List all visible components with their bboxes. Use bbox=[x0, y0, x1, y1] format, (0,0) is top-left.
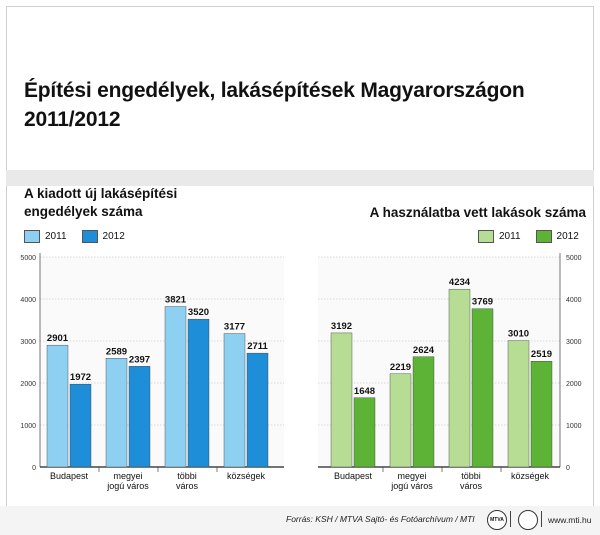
y-tick-label: 2000 bbox=[20, 381, 36, 388]
bar bbox=[246, 352, 269, 468]
data-label: 1972 bbox=[70, 372, 91, 383]
y-tick-label: 4000 bbox=[566, 297, 582, 304]
legend-swatch-2011 bbox=[478, 230, 494, 243]
charts-canvas: 0 1000 2000 3000 4000 5000 2901 1972 Budapest 258… bbox=[20, 253, 582, 491]
data-label: 2589 bbox=[106, 346, 127, 357]
data-label: 2711 bbox=[247, 341, 268, 352]
section-band bbox=[6, 170, 594, 186]
data-label: 4234 bbox=[449, 277, 471, 288]
legend-label-2011: 2011 bbox=[45, 231, 67, 242]
data-label: 2397 bbox=[129, 354, 150, 365]
y-tick-label: 3000 bbox=[20, 339, 36, 346]
x-tick-label: megyei bbox=[397, 471, 426, 481]
y-tick-label: 1000 bbox=[566, 423, 582, 430]
x-tick-label: város bbox=[176, 481, 199, 491]
bar bbox=[471, 308, 494, 468]
page-title: Építési engedélyek, lakásépítések Magyar… bbox=[24, 76, 525, 134]
legend-swatch-2012 bbox=[535, 230, 552, 243]
x-tick-label: jogú város bbox=[390, 481, 433, 491]
x-tick-label: jogú város bbox=[106, 481, 149, 491]
bar bbox=[507, 340, 530, 468]
bar bbox=[187, 318, 210, 468]
bar bbox=[128, 366, 151, 468]
legend-label-2012: 2012 bbox=[102, 231, 125, 242]
bar bbox=[389, 373, 412, 468]
data-label: 3769 bbox=[472, 297, 493, 308]
left-chart: 0 1000 2000 3000 4000 5000 2901 1972 Budapest 258… bbox=[20, 253, 284, 491]
left-chart-title: A kiadott új lakásépítési engedélyek szá… bbox=[24, 186, 178, 219]
right-legend: 2011 2012 bbox=[478, 230, 579, 243]
bar bbox=[530, 361, 553, 468]
x-tick-label: város bbox=[460, 481, 483, 491]
mtva-logo: MTVA bbox=[487, 510, 507, 530]
x-tick-label: községek bbox=[227, 471, 266, 481]
x-tick-label: Budapest bbox=[334, 471, 373, 481]
y-tick-label: 5000 bbox=[566, 255, 582, 262]
x-tick-label: megyei bbox=[113, 471, 142, 481]
bar bbox=[69, 383, 92, 468]
footer-separator bbox=[510, 511, 511, 527]
y-tick-label: 0 bbox=[566, 465, 570, 472]
source-text: Forrás: KSH / MTVA Sajtó- és Fotóarchívu… bbox=[286, 514, 475, 524]
data-label: 3177 bbox=[224, 322, 245, 333]
bar bbox=[223, 333, 246, 468]
bar bbox=[353, 397, 376, 468]
bar bbox=[105, 358, 128, 468]
footer-separator bbox=[541, 511, 542, 527]
right-chart: 0 1000 2000 3000 4000 5000 3192 1648 Budapest 221… bbox=[318, 253, 582, 491]
title-line-1: Építési engedélyek, lakásépítések Magyar… bbox=[24, 79, 525, 102]
x-tick-label: Budapest bbox=[50, 471, 89, 481]
x-tick-label: többi bbox=[461, 471, 481, 481]
left-legend: 2011 2012 bbox=[24, 230, 125, 243]
y-tick-label: 0 bbox=[32, 465, 36, 472]
y-tick-label: 2000 bbox=[566, 381, 582, 388]
x-tick-label: községek bbox=[511, 471, 550, 481]
bar bbox=[412, 356, 435, 468]
legend-swatch-2011 bbox=[24, 230, 40, 243]
url-text: www.mti.hu bbox=[548, 515, 592, 525]
right-chart-title: A használatba vett lakások száma bbox=[369, 205, 586, 220]
bar bbox=[164, 306, 187, 468]
data-label: 3520 bbox=[188, 307, 209, 318]
bar bbox=[330, 332, 353, 468]
data-label: 3192 bbox=[331, 321, 352, 332]
y-tick-label: 5000 bbox=[20, 255, 36, 262]
mti-logo-icon bbox=[518, 510, 538, 530]
data-label: 3821 bbox=[165, 295, 187, 306]
bar bbox=[46, 344, 69, 468]
legend-swatch-2012 bbox=[81, 230, 98, 243]
legend-label-2011: 2011 bbox=[499, 231, 521, 242]
x-tick-label: többi bbox=[177, 471, 197, 481]
y-tick-label: 3000 bbox=[566, 339, 582, 346]
y-tick-label: 4000 bbox=[20, 297, 36, 304]
data-label: 1648 bbox=[354, 386, 375, 397]
mtva-logo-text: MTVA bbox=[490, 517, 504, 523]
data-label: 2624 bbox=[413, 345, 435, 356]
title-line-2: 2011/2012 bbox=[24, 108, 121, 131]
bar bbox=[448, 288, 471, 468]
legend-label-2012: 2012 bbox=[556, 231, 579, 242]
data-label: 2219 bbox=[390, 362, 411, 373]
data-label: 2901 bbox=[47, 333, 69, 344]
y-tick-label: 1000 bbox=[20, 423, 36, 430]
data-label: 3010 bbox=[508, 329, 529, 340]
data-label: 2519 bbox=[531, 349, 552, 360]
